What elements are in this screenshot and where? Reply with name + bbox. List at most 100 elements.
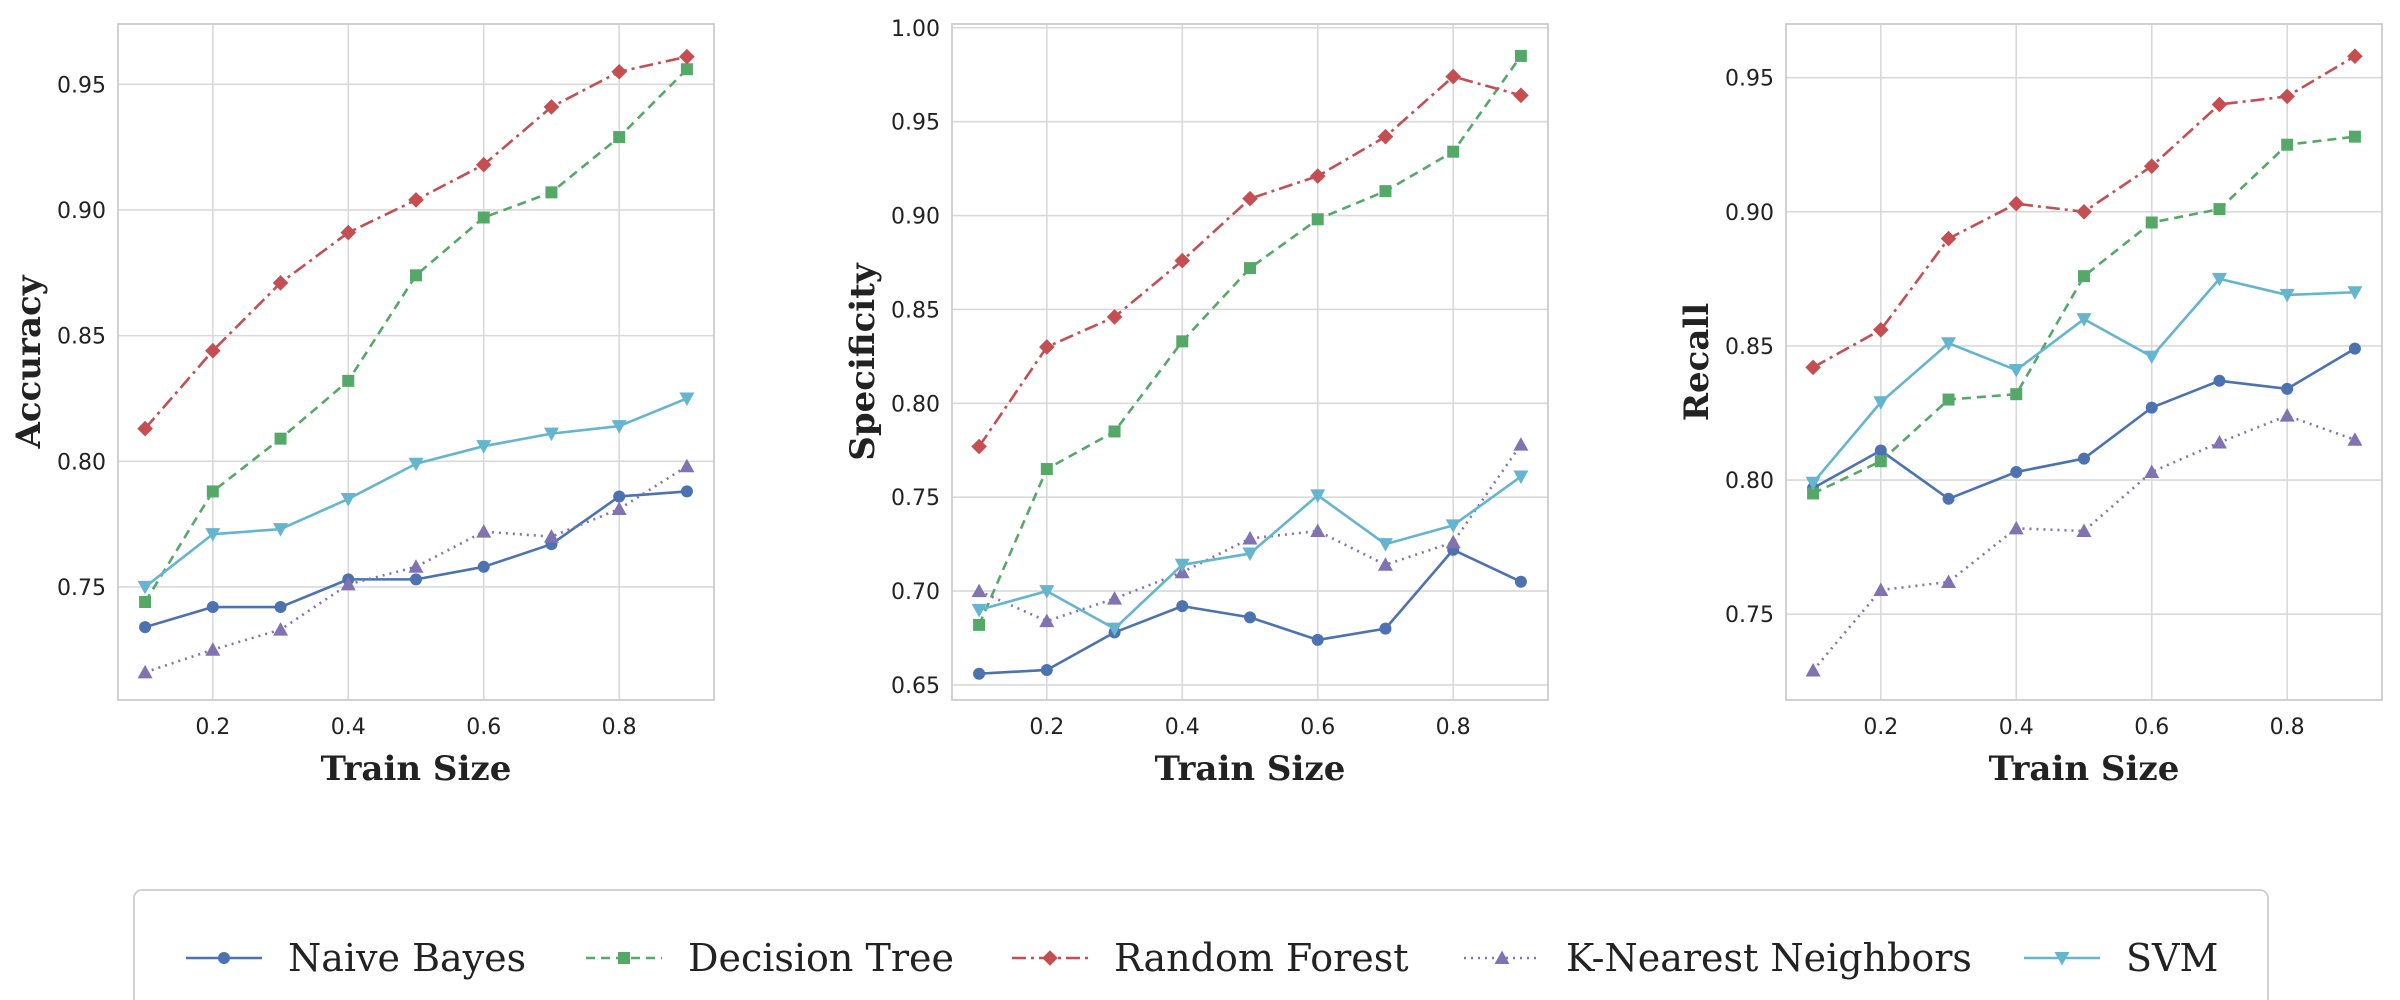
x-tick-label: 0.8 (2270, 715, 2305, 740)
data-point (1311, 213, 1324, 226)
y-tick-label: 0.80 (891, 392, 940, 417)
series-line (1812, 135, 2356, 495)
data-point (2010, 388, 2023, 401)
y-tick-label: 0.95 (57, 73, 106, 98)
data-point (1242, 547, 1258, 562)
data-point (340, 576, 356, 591)
data-point (137, 420, 153, 437)
data-point (476, 440, 492, 454)
y-tick-label: 0.90 (57, 199, 106, 224)
series-naive-bayes (973, 543, 1527, 680)
data-point (2213, 374, 2226, 387)
data-point (1805, 359, 1821, 376)
data-point (410, 573, 422, 586)
legend-marker (2054, 952, 2070, 966)
data-point (206, 485, 219, 498)
data-point (408, 192, 424, 208)
data-point (2279, 408, 2295, 422)
data-point (1174, 558, 1190, 573)
data-point (139, 621, 152, 634)
y-tick-label: 0.90 (891, 205, 940, 230)
legend-marker (1494, 950, 1510, 964)
data-point (1040, 663, 1053, 676)
series-decision-tree (1807, 130, 2361, 500)
data-point (973, 667, 986, 680)
data-point (971, 603, 987, 618)
plot-frame (951, 23, 1549, 701)
series-line (1812, 347, 2356, 501)
data-point (1040, 463, 1053, 476)
data-point (1513, 87, 1529, 104)
data-point (611, 63, 627, 80)
data-point (679, 458, 695, 473)
data-point (205, 342, 221, 359)
x-tick-label: 0.8 (602, 715, 637, 740)
data-point (2281, 138, 2294, 151)
x-axis-title: Train Size (1155, 749, 1346, 789)
data-point (1942, 492, 1955, 505)
data-point (2143, 158, 2160, 174)
chart-panel-specificity: 0.2 0.4 0.6 0.8 0.65 0.70 0.75 0.80 0.85 0.90 0.95… (843, 17, 1549, 789)
legend-item-decision-tree: Decision Tree (586, 936, 954, 980)
data-point (1941, 574, 1957, 588)
data-point (2076, 203, 2092, 220)
y-tick-label: 1.00 (891, 17, 940, 42)
data-point (2211, 272, 2227, 287)
data-point (476, 524, 492, 538)
data-point (137, 664, 153, 679)
data-point (205, 642, 221, 656)
data-point (340, 492, 356, 507)
x-tick-label: 0.6 (2134, 715, 2169, 740)
data-point (2279, 88, 2295, 105)
legend-label: Naive Bayes (288, 936, 526, 980)
y-axis-title: Specificity (843, 262, 883, 461)
data-point (205, 528, 221, 542)
data-point (1807, 487, 1820, 500)
y-tick-label: 0.85 (891, 298, 940, 323)
x-tick-label: 0.4 (1999, 715, 2034, 740)
data-point (1310, 523, 1326, 537)
data-point (137, 580, 153, 595)
data-point (408, 559, 424, 573)
data-point (2145, 401, 2158, 414)
data-point (1940, 230, 1957, 247)
data-point (2347, 286, 2363, 300)
x-axis-title: Train Size (321, 749, 512, 789)
data-point (2076, 523, 2092, 537)
data-point (206, 601, 219, 614)
data-point (477, 211, 490, 224)
data-point (1447, 145, 1460, 158)
data-point (1244, 262, 1256, 275)
x-tick-label: 0.2 (195, 715, 230, 740)
data-point (274, 432, 287, 445)
data-point (272, 275, 289, 291)
series-line (144, 490, 688, 629)
data-point (1513, 437, 1529, 451)
data-point (1941, 337, 1957, 351)
chart-panel-recall: 0.2 0.4 0.6 0.8 0.75 0.80 0.85 0.90 0.95 Train Si… (1677, 23, 2383, 789)
data-point (1176, 600, 1189, 613)
y-tick-label: 0.80 (57, 450, 106, 475)
data-point (1805, 476, 1821, 491)
data-point (2281, 382, 2294, 395)
data-point (1377, 128, 1394, 145)
series-line (978, 75, 1522, 448)
data-point (1379, 185, 1392, 198)
x-tick-label: 0.4 (1165, 715, 1200, 740)
data-point (973, 618, 986, 631)
data-point (1445, 68, 1461, 85)
y-tick-label: 0.85 (1725, 335, 1774, 360)
y-tick-label: 0.75 (891, 486, 940, 511)
data-point (1513, 470, 1529, 485)
data-point (2213, 203, 2226, 216)
data-point (1106, 309, 1123, 325)
data-point (1377, 538, 1393, 552)
data-point (2347, 48, 2363, 64)
data-point (273, 622, 289, 636)
y-tick-label: 0.70 (891, 580, 940, 605)
data-point (1107, 591, 1123, 605)
data-point (2008, 364, 2024, 378)
legend-item-naive-bayes: Naive Bayes (186, 936, 526, 980)
data-point (1039, 339, 1055, 355)
